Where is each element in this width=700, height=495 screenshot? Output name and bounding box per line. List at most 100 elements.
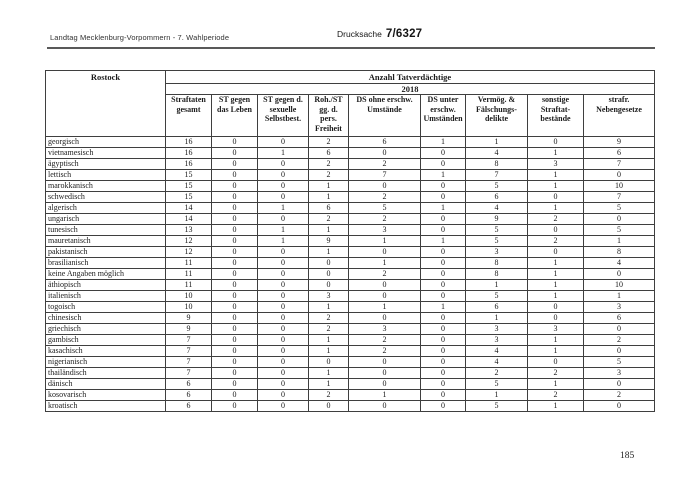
table-row: dänisch 6 0 0 1 0 0 5 1 0	[45, 378, 656, 390]
value-cell: 0	[211, 246, 258, 258]
value-cell: 0	[582, 323, 656, 335]
value-cell: 0	[257, 136, 309, 148]
value-cell: 6	[308, 202, 349, 214]
value-cell: 0	[211, 180, 258, 192]
table-row: italienisch 10 0 0 3 0 0 5 1 1	[45, 290, 656, 302]
value-cell: 1	[308, 378, 349, 390]
value-cell: 1	[308, 191, 349, 203]
value-cell: 0	[582, 345, 656, 357]
value-cell: 1	[465, 136, 528, 148]
nationality-label: lettisch	[45, 169, 166, 181]
value-cell: 1	[348, 257, 421, 269]
table-header-row-1: Rostock Anzahl Tatverdächtige	[45, 70, 656, 137]
value-cell: 4	[465, 202, 528, 214]
table-row: keine Angaben möglich 11 0 0 0 2 0 8 1 0	[45, 268, 656, 280]
value-cell: 0	[257, 389, 309, 401]
value-cell: 6	[165, 389, 212, 401]
value-cell: 0	[211, 345, 258, 357]
nationality-label: italienisch	[45, 290, 166, 302]
drucksache-number: 7/6327	[385, 28, 423, 40]
value-cell: 2	[348, 345, 421, 357]
value-cell: 0	[420, 246, 466, 258]
value-cell: 1	[348, 301, 421, 313]
value-cell: 1	[308, 334, 349, 346]
value-cell: 11	[165, 279, 212, 291]
value-cell: 0	[211, 224, 258, 236]
value-cell: 0	[257, 378, 309, 390]
value-cell: 0	[257, 345, 309, 357]
value-cell: 0	[211, 213, 258, 225]
value-cell: 0	[348, 290, 421, 302]
value-cell: 0	[348, 400, 421, 412]
drucksache-header: Drucksache 7/6327	[337, 28, 422, 40]
value-cell: 1	[257, 224, 309, 236]
value-cell: 7	[582, 158, 656, 170]
value-cell: 0	[257, 213, 309, 225]
value-cell: 0	[257, 356, 309, 368]
value-cell: 1	[308, 180, 349, 192]
nationality-label: äthiopisch	[45, 279, 166, 291]
table-column-header-row: Straftaten gesamt ST gegen das Leben ST ge…	[46, 94, 656, 137]
table-row: pakistanisch 12 0 0 1 0 0 3 0 8	[45, 246, 656, 258]
value-cell: 0	[308, 400, 349, 412]
value-cell: 3	[527, 158, 584, 170]
value-cell: 12	[165, 235, 212, 247]
value-cell: 0	[211, 147, 258, 159]
column-header: DS ohne erschw. Umstände	[348, 94, 421, 137]
value-cell: 2	[348, 213, 421, 225]
value-cell: 7	[165, 334, 212, 346]
header-rule	[47, 47, 655, 49]
table-row: lettisch 15 0 0 2 7 1 7 1 0	[45, 169, 656, 181]
page-number: 185	[620, 451, 635, 461]
statistics-table: Rostock Anzahl Tatverdächtige 2018 Straf…	[45, 70, 656, 412]
value-cell: 2	[527, 389, 584, 401]
value-cell: 10	[582, 180, 656, 192]
value-cell: 0	[211, 367, 258, 379]
value-cell: 6	[308, 147, 349, 159]
nationality-label: ägyptisch	[45, 158, 166, 170]
table-row: kroatisch 6 0 0 0 0 0 5 1 0	[45, 400, 656, 412]
value-cell: 5	[465, 180, 528, 192]
value-cell: 2	[308, 169, 349, 181]
value-cell: 1	[527, 334, 584, 346]
nationality-label: kroatisch	[45, 400, 166, 412]
nationality-label: chinesisch	[45, 312, 166, 324]
table-body: georgisch 16 0 0 2 6 1 1 0 9 vietnamesisch 16 0 1 6 0 0 4…	[45, 136, 656, 412]
nationality-label: georgisch	[45, 136, 166, 148]
value-cell: 0	[257, 191, 309, 203]
value-cell: 0	[211, 169, 258, 181]
value-cell: 0	[308, 257, 349, 269]
column-header: Straftaten gesamt	[165, 94, 212, 137]
value-cell: 1	[348, 389, 421, 401]
value-cell: 2	[308, 389, 349, 401]
table-row: ungarisch 14 0 0 2 2 0 9 2 0	[45, 213, 656, 225]
table-row: tunesisch 13 0 1 1 3 0 5 0 5	[45, 224, 656, 236]
value-cell: 0	[348, 378, 421, 390]
column-header: sonstige Straftat-bestände	[527, 94, 584, 137]
value-cell: 2	[527, 367, 584, 379]
table-row: vietnamesisch 16 0 1 6 0 0 4 1 6	[45, 147, 656, 159]
value-cell: 1	[308, 301, 349, 313]
value-cell: 2	[348, 334, 421, 346]
value-cell: 0	[211, 268, 258, 280]
nationality-label: keine Angaben möglich	[45, 268, 166, 280]
value-cell: 3	[582, 301, 656, 313]
value-cell: 0	[308, 279, 349, 291]
value-cell: 0	[582, 268, 656, 280]
value-cell: 1	[527, 257, 584, 269]
value-cell: 0	[420, 312, 466, 324]
nationality-label: nigerianisch	[45, 356, 166, 368]
value-cell: 2	[527, 235, 584, 247]
value-cell: 1	[420, 301, 466, 313]
value-cell: 5	[582, 224, 656, 236]
value-cell: 5	[465, 378, 528, 390]
value-cell: 4	[465, 356, 528, 368]
value-cell: 12	[165, 246, 212, 258]
value-cell: 6	[465, 301, 528, 313]
value-cell: 2	[582, 389, 656, 401]
value-cell: 1	[257, 235, 309, 247]
value-cell: 0	[582, 213, 656, 225]
value-cell: 1	[465, 389, 528, 401]
nationality-label: thailändisch	[45, 367, 166, 379]
value-cell: 0	[348, 356, 421, 368]
